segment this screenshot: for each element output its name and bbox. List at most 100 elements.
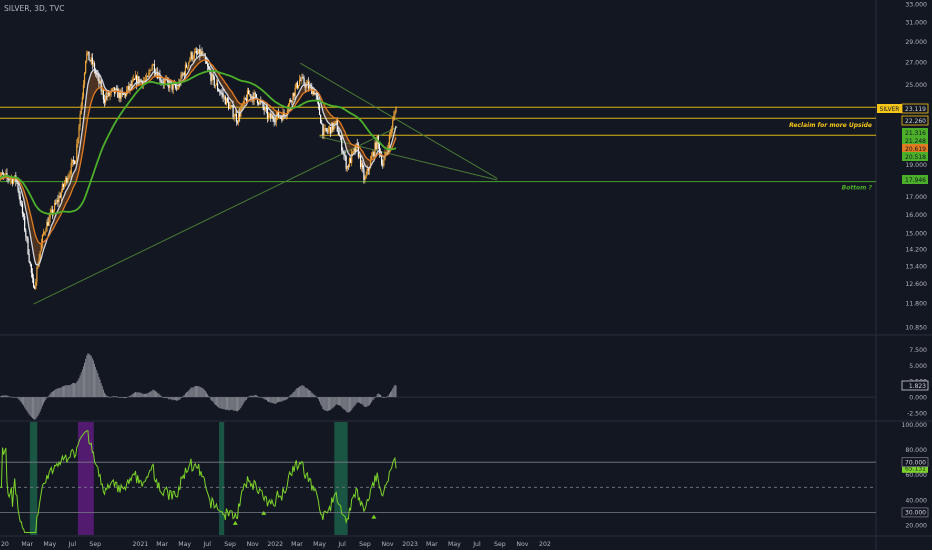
oscillator-bar (37, 397, 39, 416)
candle-body (291, 101, 293, 103)
candle-body (63, 182, 66, 187)
rsi-pane[interactable] (0, 430, 876, 533)
candle-body (352, 151, 354, 153)
rsi-line (0, 430, 397, 533)
oscillator-bar (356, 397, 358, 403)
candle-body (229, 105, 231, 109)
candle-body (210, 72, 212, 82)
candle-body (180, 74, 182, 85)
oscillator-bar (24, 397, 26, 408)
oscillator-bar (254, 394, 256, 398)
price-tick-label-7: 19.000 (905, 162, 927, 169)
oscillator-bar (355, 397, 357, 404)
oscillator-bar (151, 390, 153, 398)
candle-body (128, 86, 130, 90)
candle-body (343, 152, 345, 155)
oscillator-bar (146, 393, 148, 398)
candle-body (246, 90, 249, 102)
oscillator-bar (188, 390, 190, 398)
candle-body (257, 102, 260, 104)
oscillator-bar (13, 397, 15, 398)
candle-body (138, 76, 140, 84)
oscillator-bar (276, 397, 278, 403)
price-tag-value-0: 23.119 (905, 106, 926, 113)
candle-body (216, 83, 219, 90)
price-pane[interactable]: Reclaim for more Upside Bottom ? (0, 44, 876, 305)
price-tag-symbol-box (877, 104, 902, 113)
rsi-30-tag-box (901, 507, 929, 518)
oscillator-bar (184, 393, 186, 398)
candle-body (376, 136, 378, 149)
candle-body (4, 173, 6, 175)
candle-body (116, 88, 118, 90)
candle-body (40, 243, 42, 252)
candle-body (394, 112, 396, 116)
oscillator-bar (350, 397, 352, 412)
oscillator-bar (23, 397, 25, 406)
oscillator-bar (6, 395, 8, 398)
candle-body (163, 80, 165, 85)
candle-body (392, 120, 394, 130)
oscillator-bar (223, 397, 225, 410)
oscillator-bar (326, 397, 328, 412)
candle-body (362, 163, 364, 169)
candle-body (320, 114, 322, 124)
candle-body (60, 191, 62, 198)
candle-body (328, 127, 331, 130)
x-tick-label-12: Mar (291, 541, 303, 548)
oscillator-bar (272, 397, 274, 404)
candle-body (198, 49, 200, 54)
candle-body (82, 84, 85, 97)
oscillator-bar (33, 397, 35, 420)
oscillator-pane[interactable] (0, 353, 876, 420)
trendline-1 (300, 62, 498, 179)
price-tags: SILVER 23.119 22.260 21.31621.24820.61920.5… (877, 103, 929, 518)
candle-body (46, 222, 48, 232)
price-tick-label-8: 17.000 (905, 194, 927, 201)
candle-body (204, 55, 206, 61)
oscillator-bar (255, 395, 257, 398)
oscillator-bar (209, 397, 211, 398)
candle-body (239, 112, 241, 117)
candle-body (174, 84, 177, 88)
candle-body (0, 175, 1, 178)
oscillator-bar (136, 392, 138, 398)
oscillator-bar (51, 391, 53, 398)
oscillator-bar (376, 394, 378, 398)
oscillator-bar (317, 397, 319, 400)
candle-body (20, 203, 22, 205)
oscillator-bar (94, 363, 95, 398)
candle-body (365, 174, 367, 179)
candle-body (59, 196, 61, 198)
oscillator-bar (214, 397, 216, 406)
candle-body (326, 130, 328, 132)
candle-body (55, 203, 57, 204)
candle-body (3, 174, 5, 176)
oscillator-bar (224, 397, 226, 411)
oscillator-bar (324, 397, 326, 411)
candle-body (322, 123, 324, 136)
x-tick-label-2: May (43, 541, 56, 548)
oscillator-bar (268, 397, 270, 402)
oscillator-bar (153, 390, 155, 398)
candle-body (267, 114, 270, 118)
oscillator-bar (0, 396, 1, 398)
candle-body (90, 57, 92, 61)
oscillator-bar (3, 395, 5, 398)
oscillator-bar (125, 397, 127, 399)
oscillator-bar (10, 396, 12, 398)
oscillator-bar (387, 395, 389, 398)
candle-body (185, 64, 188, 68)
candle-body (69, 174, 71, 176)
candle-body (8, 179, 10, 181)
candle-body (299, 79, 301, 86)
candle-body (183, 73, 185, 76)
oscillator-bar (29, 397, 31, 416)
oscillator-bar (7, 395, 9, 398)
rsi-marker-1 (261, 510, 267, 515)
oscillator-bar (98, 376, 100, 398)
candle-body (349, 158, 352, 163)
oscillator-bar (84, 362, 86, 398)
